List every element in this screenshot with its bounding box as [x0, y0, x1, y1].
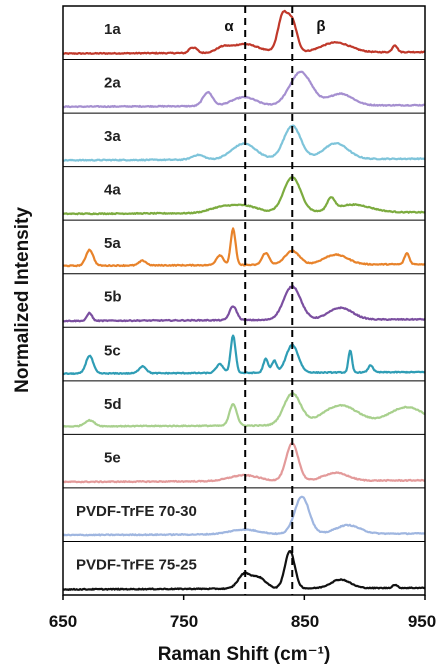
series-line-5d	[62, 392, 426, 428]
series-line-3a	[62, 124, 426, 162]
x-tick-label-950: 950	[408, 612, 436, 631]
x-tick-label-650: 650	[49, 612, 77, 631]
reference-lines-group	[244, 6, 294, 595]
y-axis-title: Normalized Intensity	[12, 207, 33, 393]
series-line-5e	[62, 442, 426, 484]
series-line-pvdf-trfe-75-25	[62, 550, 426, 591]
series-line-4a	[62, 176, 426, 216]
series-label-pvdf-trfe-75-25: PVDF-TrFE 75-25	[76, 556, 197, 573]
x-axis-title: Raman Shift (cm⁻¹)	[158, 644, 331, 665]
series-line-2a	[62, 70, 426, 109]
series-line-5b	[62, 285, 426, 323]
x-tick-label-750: 750	[170, 612, 198, 631]
series-label-5c: 5c	[104, 342, 121, 359]
series-label-5d: 5d	[104, 396, 122, 413]
series-line-pvdf-trfe-70-30	[62, 495, 426, 537]
axes-group	[62, 5, 426, 600]
series-label-1a: 1a	[104, 21, 121, 38]
panels-group: 1a 2a 3a 4a 5a 5b 5c 5d 5e PVDF-TrFE 70-30 PVDF-Tr…	[62, 9, 426, 591]
series-label-5a: 5a	[104, 235, 121, 252]
series-line-5c	[62, 334, 426, 376]
series-label-5b: 5b	[104, 289, 122, 306]
series-label-5e: 5e	[104, 449, 121, 466]
alpha-label: α	[224, 18, 234, 35]
plot-frame	[62, 5, 426, 596]
beta-label: β	[316, 18, 325, 35]
series-label-2a: 2a	[104, 75, 121, 92]
series-label-pvdf-trfe-70-30: PVDF-TrFE 70-30	[76, 503, 197, 520]
series-label-3a: 3a	[104, 128, 121, 145]
series-line-5a	[62, 227, 426, 268]
series-line-1a	[62, 9, 426, 55]
x-tick-label-850: 850	[291, 612, 319, 631]
series-label-4a: 4a	[104, 182, 121, 199]
